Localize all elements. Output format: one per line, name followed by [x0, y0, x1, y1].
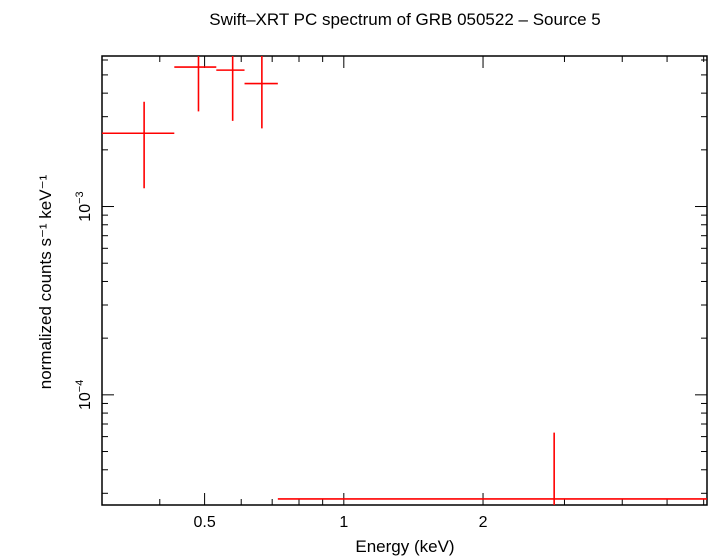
- data-point: [277, 432, 707, 505]
- x-tick-label: 2: [479, 514, 488, 531]
- chart-title: Swift–XRT PC spectrum of GRB 050522 – So…: [209, 10, 601, 29]
- x-tick-labels: 0.5 1 2: [193, 514, 487, 531]
- data-point: [174, 56, 217, 112]
- data-points: [102, 56, 707, 505]
- y-axis-label: normalized counts s⁻¹ keV⁻¹: [36, 174, 55, 389]
- axis-ticks: [101, 56, 707, 505]
- data-point: [244, 56, 278, 129]
- x-tick-label: 1: [339, 514, 348, 531]
- y-tick-labels: 10−3 10−4: [74, 191, 94, 410]
- x-axis-label: Energy (keV): [355, 537, 454, 556]
- x-tick-label: 0.5: [193, 514, 215, 531]
- plot-border: [101, 55, 708, 506]
- data-point: [102, 101, 175, 189]
- y-tick-label: 10−4: [74, 380, 94, 410]
- data-point: [216, 56, 245, 121]
- plot-frame: [101, 55, 708, 506]
- y-tick-label: 10−3: [74, 191, 94, 221]
